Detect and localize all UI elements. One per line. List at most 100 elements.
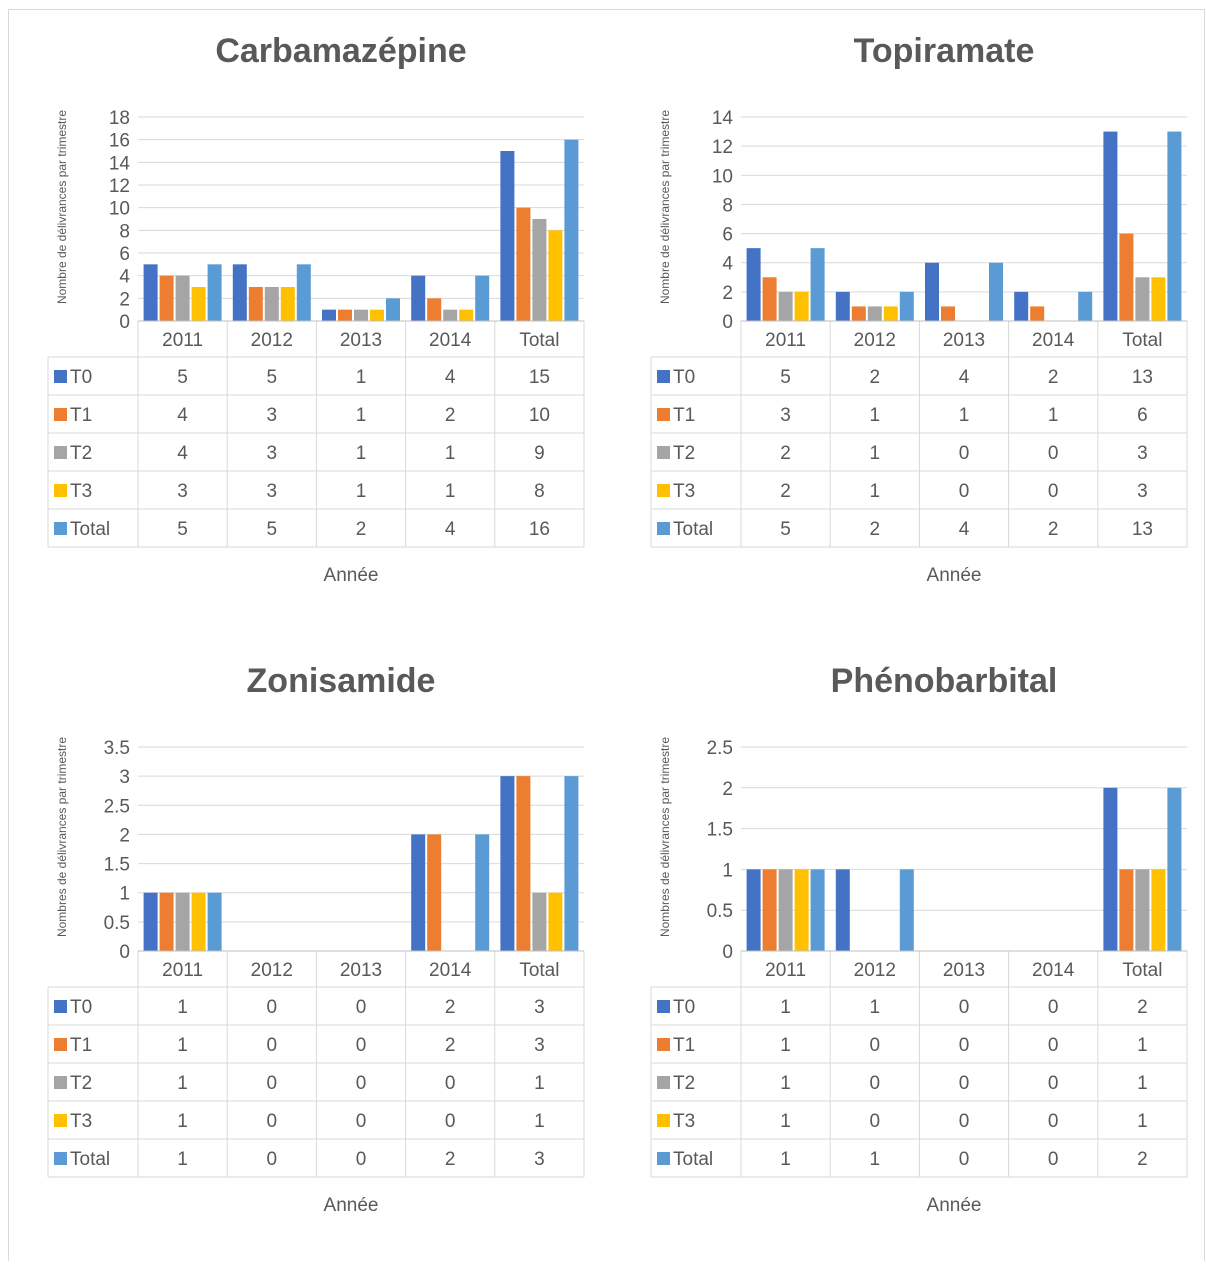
legend-key-total: [54, 522, 67, 535]
table-cell: 5: [177, 367, 188, 388]
bar-total: [899, 869, 914, 951]
table-cell: 1: [534, 1073, 545, 1094]
chart-title: Carbamazépine: [215, 32, 466, 70]
table-cell: 10: [529, 405, 550, 426]
legend-label: Total: [70, 519, 110, 540]
table-cell: 4: [445, 367, 456, 388]
category-label: 2014: [1032, 960, 1075, 981]
bar-total: [899, 291, 914, 321]
bar-t1: [762, 277, 777, 321]
y-tick-label: 10: [109, 199, 130, 220]
table-cell: 2: [1137, 1149, 1148, 1170]
table-cell: 0: [959, 481, 970, 502]
table-cell: 1: [445, 443, 456, 464]
bar-t1: [851, 306, 866, 321]
table-cell: 1: [1137, 1073, 1148, 1094]
y-axis-label: Nombre de délivrances par trimestre: [55, 110, 69, 304]
table-cell: 3: [267, 481, 278, 502]
table-cell: 1: [1048, 405, 1059, 426]
legend-label: T1: [70, 1035, 92, 1056]
bar-t3: [459, 309, 474, 321]
table-cell: 1: [356, 367, 367, 388]
table-cell: 0: [267, 1149, 278, 1170]
table-cell: 1: [959, 405, 970, 426]
chart-panel-phenobarbital: Phénobarbital 0 0.5 1 1.5 2 2.5 Nombres de déli…: [603, 650, 1206, 1280]
y-tick-label: 16: [109, 131, 130, 152]
chart-panel-zonisamide: Zonisamide 0 0.5 1 1.5 2 2.5 3 3.5 Nombres de dél…: [0, 650, 603, 1280]
table-cell: 1: [534, 1111, 545, 1132]
legend-key-t2: [54, 1076, 67, 1089]
y-tick-label: 1.5: [104, 855, 130, 876]
bar-t1: [1119, 233, 1134, 321]
table-cell: 4: [177, 443, 188, 464]
table-cell: 0: [870, 1073, 881, 1094]
table-cell: 0: [1048, 1073, 1059, 1094]
bar-t1: [1030, 306, 1045, 321]
y-tick-label: 0: [119, 942, 130, 963]
bar-total: [1078, 291, 1093, 321]
y-tick-label: 1: [119, 884, 130, 905]
table-cell: 1: [780, 1111, 791, 1132]
y-tick-label: 0: [722, 942, 733, 963]
legend-key-t0: [657, 370, 670, 383]
table-cell: 0: [1048, 443, 1059, 464]
bar-total: [1167, 787, 1182, 951]
bar-t2: [1135, 277, 1150, 321]
legend-key-t2: [657, 446, 670, 459]
table-cell: 3: [1137, 481, 1148, 502]
table-cell: 0: [959, 997, 970, 1018]
legend-label: T0: [673, 997, 695, 1018]
bar-t2: [175, 275, 190, 321]
category-label: 2014: [429, 960, 472, 981]
category-label: 2012: [251, 960, 293, 981]
bar-t3: [1151, 869, 1166, 951]
table-cell: 0: [1048, 997, 1059, 1018]
table-cell: 13: [1132, 519, 1153, 540]
bar-t1: [516, 776, 531, 951]
legend-label: T0: [70, 367, 92, 388]
figure-frame: [8, 9, 1205, 1261]
bar-total: [989, 262, 1003, 321]
category-label: 2014: [1032, 330, 1075, 351]
y-tick-label: 1: [722, 860, 733, 881]
table-cell: 2: [445, 997, 456, 1018]
table-cell: 2: [1137, 997, 1148, 1018]
table-cell: 0: [1048, 1111, 1059, 1132]
legend-key-t1: [657, 1038, 670, 1051]
table-cell: 0: [870, 1111, 881, 1132]
y-tick-label: 2.5: [104, 796, 130, 817]
y-tick-label: 0: [119, 312, 130, 333]
bar-t2: [354, 309, 368, 321]
category-label: 2012: [854, 960, 896, 981]
legend-key-total: [657, 522, 670, 535]
table-cell: 0: [356, 997, 367, 1018]
bar-t0: [746, 869, 761, 951]
legend-key-total: [657, 1152, 670, 1165]
y-axis-label: Nombre de délivrances par trimestre: [658, 110, 672, 304]
y-tick-label: 8: [119, 221, 130, 242]
bar-t1: [338, 309, 352, 321]
bar-t1: [427, 298, 442, 321]
table-cell: 5: [780, 367, 791, 388]
table-cell: 0: [1048, 1035, 1059, 1056]
bar-total: [207, 892, 222, 951]
table-cell: 1: [445, 481, 456, 502]
legend-key-t2: [657, 1076, 670, 1089]
category-label: 2014: [429, 330, 472, 351]
table-cell: 16: [529, 519, 550, 540]
legend-label: T3: [673, 481, 695, 502]
table-cell: 0: [959, 1035, 970, 1056]
bar-t0: [1014, 291, 1029, 321]
legend-key-t1: [54, 408, 67, 421]
bar-total: [475, 834, 490, 951]
category-label: 2013: [340, 330, 382, 351]
legend-key-t0: [657, 1000, 670, 1013]
bar-total: [207, 264, 222, 321]
table-cell: 0: [356, 1111, 367, 1132]
y-tick-label: 3: [119, 767, 130, 788]
legend-key-total: [54, 1152, 67, 1165]
y-tick-label: 6: [722, 225, 733, 246]
bar-t0: [143, 264, 158, 321]
legend-label: T2: [70, 1073, 92, 1094]
table-cell: 2: [1048, 519, 1059, 540]
